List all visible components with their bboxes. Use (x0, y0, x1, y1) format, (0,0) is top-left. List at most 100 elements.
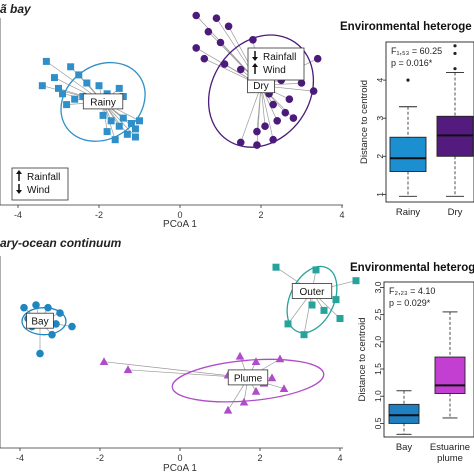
top-box-outlier (453, 67, 457, 71)
top-box-ylabel: Distance to centroid (359, 80, 370, 164)
top-point-rainy (50, 74, 58, 82)
top-dry-arrow-up-head (252, 63, 258, 67)
bottom-point-bay (68, 322, 76, 331)
bottom-x-tick-label: 4 (337, 453, 342, 463)
bottom-box-box-1 (434, 356, 466, 394)
bottom-box-stat-p: p = 0.029* (389, 298, 431, 308)
top-point-dry (261, 122, 269, 130)
bottom-label-box-plume (227, 369, 269, 386)
bottom-point-outer (300, 331, 308, 339)
top-label-rainy: Rainy (90, 97, 116, 108)
top-x-tick-label: 2 (258, 210, 263, 220)
bottom-point-bay (36, 349, 44, 358)
top-point-dry (269, 100, 277, 109)
bottom-box-ylabel: Distance to centroid (357, 318, 368, 402)
top-point-rainy (119, 114, 127, 122)
bottom-box-y-tick-label: 3.0 (373, 281, 383, 293)
top-box-x-label-1: Dry (448, 207, 463, 218)
top-rainy-arrow-up-head (16, 170, 22, 174)
bottom-box-x-label-1: Estuarine (430, 442, 470, 453)
bottom-point-bay (20, 303, 28, 312)
bottom-point-outer (352, 277, 360, 285)
bottom-point-outer (272, 263, 280, 271)
bottom-point-plume (275, 354, 285, 363)
top-box-outlier (406, 78, 410, 82)
top-point-dry (216, 38, 225, 47)
top-point-dry (236, 138, 245, 147)
top-point-dry (236, 65, 245, 74)
bottom-panel-title: ary-ocean continuum (0, 236, 122, 250)
top-point-dry (192, 11, 200, 20)
top-point-dry (309, 87, 318, 95)
bottom-box-frame (383, 281, 474, 438)
bottom-x-tick-label: 2 (257, 453, 262, 463)
top-spoke-line (240, 85, 262, 143)
top-point-rainy (71, 95, 79, 103)
top-point-rainy (103, 128, 111, 136)
top-point-dry (297, 79, 306, 87)
top-point-rainy (123, 130, 131, 138)
top-point-dry (253, 141, 261, 149)
bottom-box-y-tick-label: 1.5 (373, 363, 383, 375)
top-rainy-arrow-down-head (16, 190, 22, 194)
top-point-dry (220, 60, 229, 68)
top-label-box-rainy (82, 93, 124, 110)
bottom-pcoa-plot: -4 -2 0 2 4 Bay Plume Outer (0, 256, 360, 463)
bottom-point-bay (44, 303, 52, 312)
bottom-label-box-bay (26, 312, 54, 329)
bottom-point-outer (320, 306, 328, 314)
top-point-dry (289, 114, 298, 122)
bottom-point-outer (332, 296, 340, 304)
top-dry-arrow-box-text: Wind (263, 65, 286, 76)
top-point-rainy (79, 93, 87, 100)
top-dry-arrow-down-head (252, 57, 258, 61)
bottom-label-outer: Outer (299, 287, 325, 298)
top-point-rainy (55, 84, 62, 92)
top-point-rainy (59, 90, 67, 98)
bottom-spoke-line (103, 361, 249, 379)
bottom-point-outer (312, 266, 320, 274)
bottom-point-outer (308, 301, 316, 309)
bottom-point-plume (235, 351, 245, 360)
bottom-boxplot: 0.5 1.0 1.5 2.0 2.5 3.0 Distance to centroid F₂… (357, 281, 474, 464)
top-point-rainy (38, 82, 46, 90)
bottom-point-plume (279, 384, 289, 392)
top-pcoa-plot: -4 -2 0 2 4 Rainy Dry Rainfall Wind Rainfall Wind (0, 11, 345, 220)
top-point-rainy (67, 63, 75, 71)
top-box-y-tick-label: 3 (375, 116, 385, 121)
top-point-rainy (111, 136, 119, 144)
top-box-box-0 (389, 136, 427, 172)
bottom-label-bay: Bay (31, 317, 48, 328)
bottom-x-tick-label: -2 (96, 453, 104, 463)
top-spoke-line (260, 85, 274, 140)
top-box-stat-p: p = 0.016* (391, 58, 433, 68)
bottom-pcoa-xlabel: PCoA 1 (163, 463, 197, 474)
top-label-dry: Dry (253, 81, 269, 92)
bottom-point-outer (336, 315, 344, 322)
bottom-point-plume (251, 386, 261, 395)
top-rainy-arrow-box-text: Rainfall (27, 172, 60, 183)
top-point-dry (313, 54, 322, 63)
top-box-stat-f: F₁,₅₃ = 60.25 (391, 46, 442, 56)
top-point-rainy (115, 122, 123, 130)
top-rainy-arrow-box-text: Wind (27, 185, 50, 196)
bottom-point-plume (223, 405, 233, 414)
top-box-x-label-0: Rainy (396, 207, 421, 218)
top-box-y-tick-label: 4 (375, 77, 385, 82)
top-point-rainy (115, 84, 123, 92)
bottom-x-tick-label: 0 (177, 453, 182, 463)
top-box-outlier (453, 51, 457, 56)
top-x-tick-label: 4 (339, 210, 344, 220)
bottom-x-tick-label: -4 (16, 453, 24, 463)
top-point-rainy (63, 101, 71, 109)
bottom-point-bay (32, 301, 40, 309)
top-x-tick-label: -2 (95, 210, 103, 220)
bottom-box-stat-f: F₂,₂₃ = 4.10 (389, 286, 435, 296)
top-box-title: Environmental heteroge (340, 21, 472, 33)
top-pcoa-xlabel: PCoA 1 (163, 219, 197, 230)
bottom-point-plume (99, 357, 109, 365)
top-point-rainy (95, 82, 103, 90)
bottom-point-bay (52, 320, 60, 328)
bottom-point-plume (251, 357, 261, 365)
